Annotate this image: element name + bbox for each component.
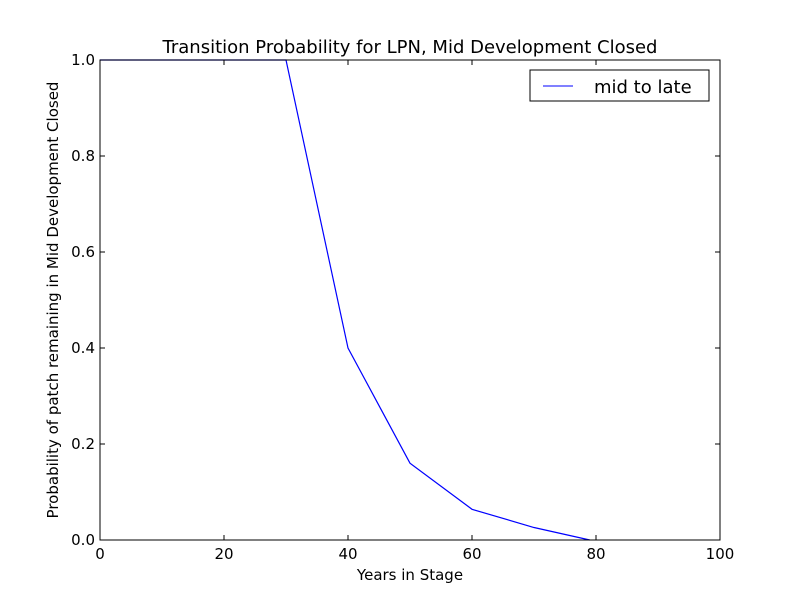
- y-axis-label: Probability of patch remaining in Mid De…: [44, 82, 62, 519]
- chart-title: Transition Probability for LPN, Mid Deve…: [162, 37, 658, 58]
- x-tick-label: 60: [462, 545, 481, 563]
- x-tick-label: 100: [706, 545, 735, 563]
- x-tick-label: 0: [95, 545, 105, 563]
- x-tick-label: 80: [586, 545, 605, 563]
- plot-area: [100, 60, 720, 540]
- plot-frame: [99, 59, 721, 541]
- y-tick-label: 0.6: [71, 243, 95, 261]
- x-tick-label: 20: [214, 545, 233, 563]
- y-tick-label: 0.8: [71, 147, 95, 165]
- y-axis-ticks: 0.0 0.2 0.4 0.6 0.8 1.0: [71, 51, 720, 549]
- y-tick-label: 1.0: [71, 51, 95, 69]
- x-axis-label: Years in Stage: [356, 566, 463, 584]
- y-tick-label: 0.0: [71, 531, 95, 549]
- legend: mid to late: [529, 69, 710, 102]
- y-tick-label: 0.4: [71, 339, 95, 357]
- legend-label-mid-to-late: mid to late: [594, 77, 692, 98]
- x-tick-label: 40: [338, 545, 357, 563]
- y-tick-label: 0.2: [71, 435, 95, 453]
- x-axis-ticks: 0 20 40 60 80 100: [95, 60, 734, 563]
